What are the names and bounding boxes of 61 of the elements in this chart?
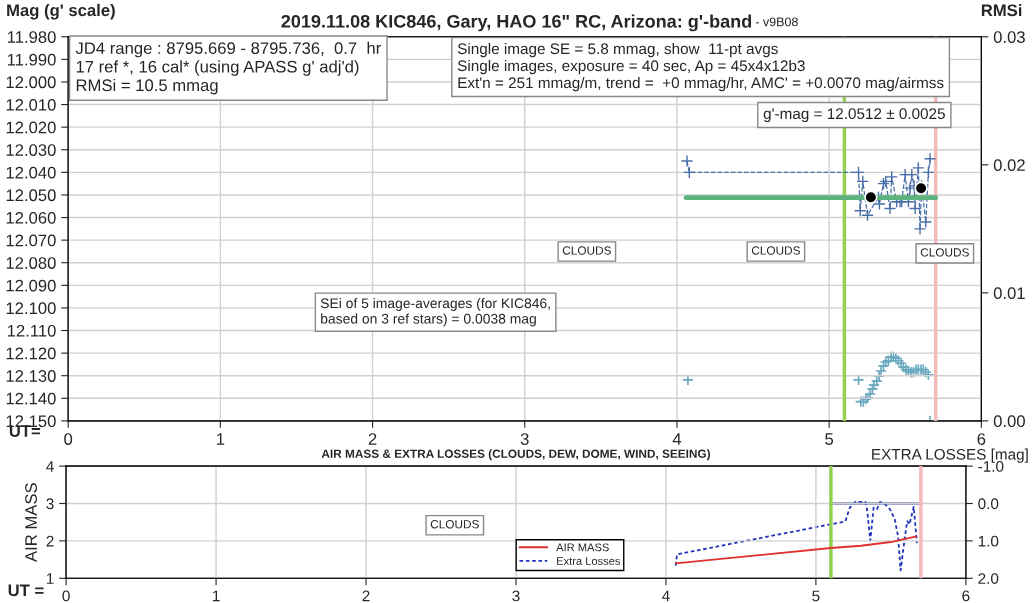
y-tick-label: 2: [46, 535, 54, 547]
x-tick-label: 6: [962, 590, 970, 602]
x-tick-label: 1: [212, 590, 220, 602]
legend-label: AIR MASS: [556, 543, 609, 552]
y-tick-label: 12.010: [6, 98, 56, 111]
y2-tick-label: 1.0: [978, 535, 999, 547]
x-tick-label: 6: [977, 433, 986, 445]
y-tick-label: 12.030: [6, 144, 56, 156]
y-tick-label: 12.130: [6, 370, 56, 382]
x-tick-label: 5: [825, 433, 834, 445]
x-axis-title: UT =: [8, 584, 44, 597]
y-tick-label: 12.020: [6, 121, 56, 134]
y2-tick-label: 0.01: [993, 287, 1025, 300]
x-tick-label: 4: [672, 433, 682, 445]
y-tick-label: 12.060: [6, 211, 56, 224]
y-tick-label: 12.000: [6, 76, 56, 89]
x-tick-label: 0: [64, 433, 73, 445]
y-tick-label: 12.050: [6, 189, 56, 202]
y-tick-label: 11.980: [7, 31, 56, 43]
y2-tick-label: 0.03: [993, 31, 1025, 43]
y2-tick-label: 0.00: [993, 415, 1025, 428]
x-tick-label: 2: [362, 590, 370, 602]
y-tick-label: 12.080: [6, 257, 56, 269]
annotation: SEi of 5 image-averages (for KIC846, based on 3 ref stars) = 0.0038 mag: [320, 297, 550, 327]
y-tick-label: 4: [46, 461, 54, 472]
y2-tick-label: 0.0: [978, 498, 999, 510]
annotation: CLOUDS: [920, 248, 969, 257]
x-tick-label: 0: [62, 590, 70, 602]
y-tick-label: 12.120: [6, 347, 56, 360]
y-axis-title: AIR MASS: [25, 483, 37, 562]
y-tick-label: 12.070: [6, 234, 56, 247]
y-tick-label: 12.100: [6, 302, 56, 315]
y-tick-label: 12.040: [6, 166, 56, 179]
legend-label: Extra Losses: [557, 557, 621, 565]
x-tick-label: 1: [217, 433, 225, 445]
y-tick-label: 1: [46, 573, 54, 584]
x-tick-label: 5: [812, 590, 820, 602]
y-tick-label: 12.110: [7, 324, 56, 337]
annotation: JD4 range : 8795.669 - 8795.736, 0.7 hr 17 ref *, 16 cal* (using APASS g' adj'd) RMSi = 10.5 mmag: [75, 41, 381, 95]
x-tick-label: 3: [520, 433, 529, 445]
y-tick-label: 12.090: [6, 279, 56, 292]
x-tick-label: 3: [512, 590, 520, 602]
chart-title: AIR MASS & EXTRA LOSSES (CLOUDS, DEW, DOME, WIND, SEEING): [321, 449, 710, 461]
y-axis-title: Mag (g' scale): [7, 3, 115, 20]
chart-title: 2019.11.08 KIC846, Gary, HAO 16" RC, Arizona: g'-band: [281, 14, 752, 32]
y2-tick-label: -1.0: [978, 460, 1004, 472]
chart-subtitle: - v9B08: [755, 17, 798, 27]
x-tick-label: 2: [368, 433, 377, 445]
y2-tick-label: 2.0: [978, 573, 999, 584]
y-tick-label: 11.990: [7, 53, 56, 66]
y-tick-label: 3: [46, 498, 54, 510]
annotation: CLOUDS: [751, 246, 800, 255]
y2-axis-title: RMSi: [981, 3, 1022, 17]
x-tick-label: 4: [662, 590, 670, 602]
y-tick-label: 12.150: [6, 415, 56, 428]
y-tick-label: 12.140: [6, 392, 56, 405]
annotation: CLOUDS: [562, 246, 611, 255]
annotation: Single image SE = 5.8 mmag, show 11-pt avgs Single images, exposure = 40 sec, Ap = 45x4x12b3 Ext'n = 251 mmag/m, trend = +0 mmag/hr, AMC' = +0.0070 mag/airmss: [457, 42, 944, 92]
annotation: CLOUDS: [430, 520, 479, 529]
annotation: g'-mag = 12.0512 ± 0.0025: [763, 108, 945, 123]
y2-tick-label: 0.02: [993, 159, 1025, 172]
